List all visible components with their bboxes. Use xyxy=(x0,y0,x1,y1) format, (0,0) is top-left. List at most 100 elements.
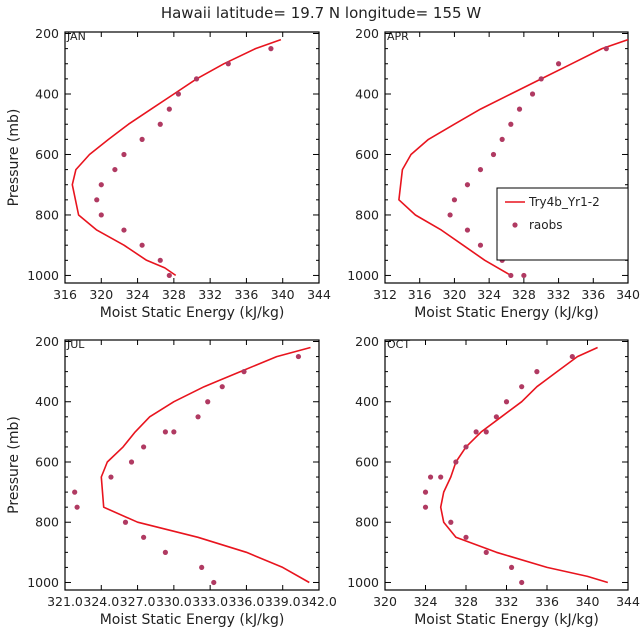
x-axis-label: Moist Static Energy (kJ/kg) xyxy=(100,612,285,628)
x-tick-label: 344 xyxy=(307,287,331,302)
obs-point xyxy=(438,474,444,480)
legend-model-label: Try4b_Yr1-2 xyxy=(528,195,600,209)
x-axis-label: Moist Static Energy (kJ/kg) xyxy=(414,305,599,321)
obs-point xyxy=(463,534,469,540)
obs-point xyxy=(603,46,609,52)
obs-point xyxy=(569,353,575,360)
y-tick-label: 1000 xyxy=(27,268,59,283)
obs-point xyxy=(447,212,453,218)
y-tick-label: 1000 xyxy=(347,575,379,590)
x-tick-label: 324 xyxy=(126,287,150,302)
obs-point xyxy=(241,369,247,375)
y-tick-label: 800 xyxy=(355,515,379,530)
plot-frame xyxy=(384,31,629,284)
y-tick-label: 200 xyxy=(35,26,59,41)
obs-point xyxy=(516,106,523,112)
obs-point xyxy=(166,272,172,279)
x-tick-label: 336 xyxy=(535,594,559,609)
obs-point xyxy=(463,444,469,450)
x-tick-label: 324.0 xyxy=(83,594,119,609)
panel-title: JAN xyxy=(66,30,86,43)
y-tick-label: 200 xyxy=(355,334,379,349)
obs-point xyxy=(453,459,459,465)
y-tick-label: 200 xyxy=(35,334,59,349)
obs-point xyxy=(162,429,168,435)
obs-point xyxy=(422,504,429,510)
y-tick-label: 600 xyxy=(355,454,379,469)
y-tick-label: 400 xyxy=(355,86,379,101)
obs-point xyxy=(519,579,525,586)
obs-point xyxy=(98,212,104,218)
data-area xyxy=(398,38,628,279)
x-tick-label: 320 xyxy=(89,287,113,302)
x-tick-label: 336 xyxy=(234,287,258,302)
x-tick-label: 333.0 xyxy=(192,594,228,609)
obs-point xyxy=(499,136,505,142)
obs-point xyxy=(211,579,217,586)
obs-point xyxy=(268,46,274,52)
obs-point xyxy=(529,91,536,97)
obs-point xyxy=(464,182,471,188)
obs-point xyxy=(483,429,489,435)
y-tick-label: 800 xyxy=(35,207,59,222)
obs-point xyxy=(508,272,514,279)
model-profile-line xyxy=(398,38,628,277)
x-tick-label: 340 xyxy=(616,287,640,302)
obs-point xyxy=(162,549,168,555)
obs-point xyxy=(508,564,515,571)
obs-point xyxy=(477,242,484,248)
obs-point xyxy=(108,474,114,480)
y-tick-label: 400 xyxy=(355,394,379,409)
obs-point xyxy=(94,197,100,203)
obs-point xyxy=(157,121,163,127)
obs-point xyxy=(199,564,205,571)
panel-jul: JUL 321.0 324.0 327.0 330.0 333.0 336.0 339.0 34… xyxy=(6,334,337,628)
x-tick-label: 340 xyxy=(271,287,295,302)
y-tick-label: 1000 xyxy=(27,575,59,590)
panel-title: OCT xyxy=(387,338,410,351)
obs-point xyxy=(157,257,163,263)
y-tick-label: 600 xyxy=(35,147,59,162)
obs-point xyxy=(521,272,527,279)
x-tick-label: 328 xyxy=(162,287,186,302)
obs-point xyxy=(534,369,540,375)
obs-point xyxy=(141,444,147,450)
data-area xyxy=(71,38,282,279)
x-tick-label: 328 xyxy=(454,594,478,609)
obs-point xyxy=(139,136,145,142)
obs-point xyxy=(508,121,514,127)
obs-point xyxy=(72,489,78,495)
figure-title: Hawaii latitude= 19.7 N longitude= 155 W xyxy=(161,4,481,22)
obs-point xyxy=(464,227,471,233)
plot-frame xyxy=(384,339,629,591)
obs-point xyxy=(519,384,525,390)
y-tick-label: 400 xyxy=(35,394,59,409)
obs-point xyxy=(490,151,497,158)
y-tick-label: 200 xyxy=(355,26,379,41)
panel-apr: APR 312 316 320 324 328 332 336 340 200 400 600 800 1… xyxy=(347,26,640,321)
obs-point xyxy=(121,227,127,233)
x-tick-label: 320 xyxy=(373,594,397,609)
model-profile-line xyxy=(439,346,609,584)
plot-frame xyxy=(64,339,320,591)
obs-point xyxy=(295,353,302,360)
x-tick-label: 316 xyxy=(408,287,432,302)
panel-oct: OCT 320 324 328 332 336 340 344 200 400 600 800 1000… xyxy=(347,334,640,628)
obs-point xyxy=(98,182,104,188)
obs-point xyxy=(122,519,129,525)
obs-point xyxy=(477,166,484,173)
data-area xyxy=(72,346,311,586)
x-tick-label: 332 xyxy=(495,594,519,609)
obs-point xyxy=(538,76,544,82)
x-tick-label: 332 xyxy=(198,287,222,302)
y-tick-label: 600 xyxy=(355,147,379,162)
legend-obs-label: raobs xyxy=(529,218,563,232)
x-tick-label: 324 xyxy=(477,287,501,302)
obs-point xyxy=(121,151,127,158)
x-tick-label: 336 xyxy=(581,287,605,302)
obs-point xyxy=(473,429,479,435)
x-tick-label: 327.0 xyxy=(120,594,156,609)
x-tick-label: 342.0 xyxy=(301,594,337,609)
obs-point xyxy=(139,242,145,248)
